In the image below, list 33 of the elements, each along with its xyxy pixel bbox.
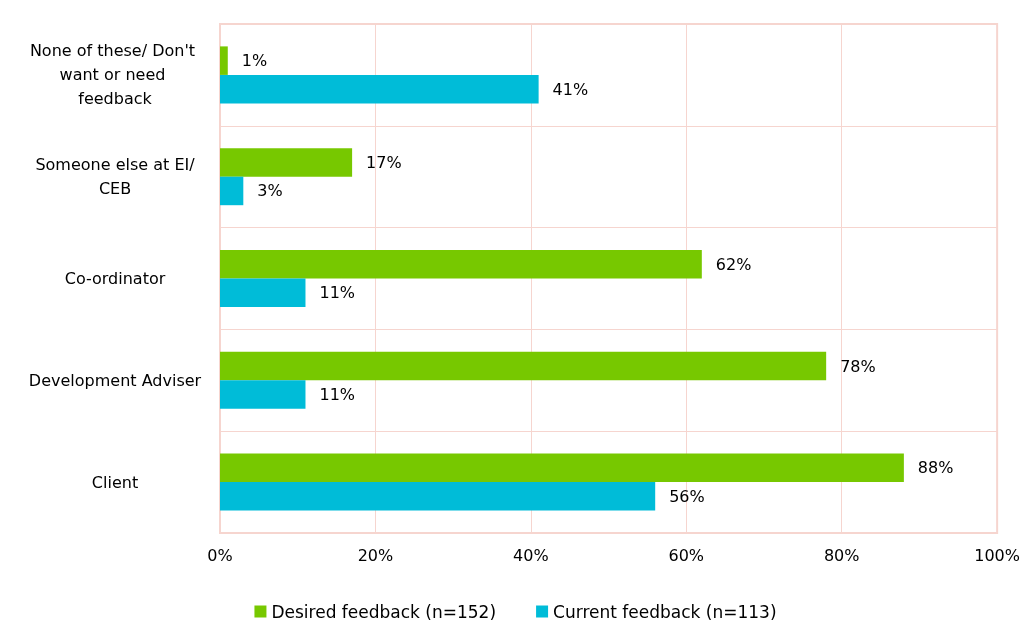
data-label: 62% bbox=[715, 254, 752, 274]
data-label: 88% bbox=[917, 458, 954, 478]
bar bbox=[220, 278, 306, 307]
data-label: 78% bbox=[840, 356, 876, 376]
x-tick-label: 40% bbox=[513, 545, 549, 565]
x-tick-label: 60% bbox=[668, 545, 705, 565]
y-tick-label: Development Adviser bbox=[28, 370, 202, 390]
data-label: 1% bbox=[241, 51, 268, 71]
bar bbox=[220, 380, 306, 409]
data-label: 3% bbox=[257, 181, 283, 201]
bar bbox=[220, 351, 827, 381]
y-tick-label: None of these/ Don't want or need feedback bbox=[29, 41, 201, 109]
bar bbox=[220, 148, 353, 177]
legend-label: Current feedback (n=113) bbox=[553, 601, 777, 622]
y-tick-label: Co-ordinator bbox=[64, 269, 166, 288]
bar bbox=[220, 74, 539, 104]
x-tick-label: 0% bbox=[207, 545, 233, 565]
legend-label: Desired feedback (n=152) bbox=[271, 601, 497, 622]
x-tick-label: 80% bbox=[823, 545, 860, 565]
bar bbox=[220, 176, 244, 206]
bar bbox=[220, 250, 702, 279]
data-label: 11% bbox=[319, 283, 356, 303]
data-label: 56% bbox=[669, 486, 705, 506]
x-tick-label: 20% bbox=[357, 545, 394, 565]
data-label: 17% bbox=[366, 152, 402, 172]
y-tick-label: Client bbox=[91, 472, 139, 492]
bar bbox=[220, 453, 904, 483]
bar bbox=[220, 482, 656, 511]
data-label: 41% bbox=[552, 79, 589, 99]
bar bbox=[220, 46, 228, 75]
data-label: 11% bbox=[319, 385, 356, 405]
x-tick-label: 100% bbox=[974, 545, 1020, 565]
y-tick-label: Someone else at EI/CEB bbox=[35, 155, 196, 199]
